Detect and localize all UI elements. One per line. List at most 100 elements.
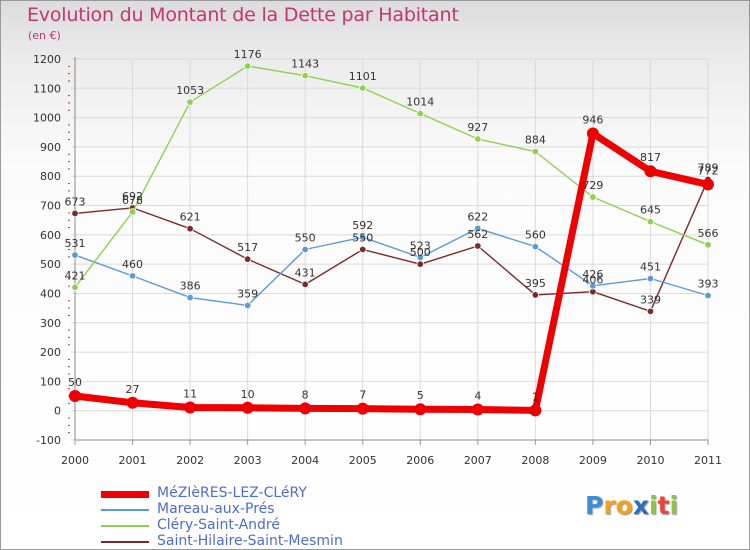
y-tick-label: 1000 [33,112,61,125]
data-point [299,402,312,415]
data-label: 7 [359,389,366,402]
x-tick-label: 2010 [636,454,664,467]
data-point [474,242,482,250]
series-line [74,178,709,313]
y-tick-label: 900 [40,141,61,154]
data-label: 339 [640,293,661,306]
legend-swatch [101,525,149,527]
logo-letter: r [603,491,616,520]
data-point [243,255,252,263]
data-point [416,109,424,118]
data-point [416,260,424,268]
data-label: 10 [241,388,255,401]
data-point [416,253,424,262]
legend-swatch [101,541,149,543]
data-point [356,402,369,415]
x-tick-label: 2000 [61,454,89,467]
data-label: 431 [295,266,316,279]
x-tick-label: 2004 [291,454,319,467]
data-label: 531 [65,237,86,250]
legend-label: Mareau-aux-Prés [157,501,275,517]
data-point [474,135,482,143]
legend-label: MéZIèRES-LEZ-CLéRY [157,485,307,501]
series-saint-hilaire-saint-mesmin [71,175,712,316]
proxiti-logo: Proxiti [585,491,678,520]
y-tick-label: 500 [40,258,61,271]
series-layer [69,62,714,417]
x-tick-label: 2001 [119,454,147,467]
y-tick-label: 600 [40,229,61,242]
logo-letter: i [669,491,679,520]
data-label: 1 [532,390,539,403]
data-label: 27 [126,383,140,396]
data-label: 386 [180,280,201,293]
x-tick-label: 2006 [406,454,434,467]
data-point [301,280,309,289]
data-label: 50 [68,376,82,389]
data-point [644,165,657,178]
series-line [71,129,712,414]
data-point [531,147,540,156]
data-label: 550 [295,232,316,245]
data-point [186,98,194,106]
series-m-zi-res-lez-cl-ry [69,127,714,417]
data-point [359,233,367,241]
x-tick-label: 2002 [176,454,204,467]
data-point [69,390,81,403]
data-point [529,404,542,417]
data-point [243,62,252,70]
data-label: 560 [525,229,546,242]
data-label: 359 [237,287,258,300]
data-label: 673 [65,195,86,208]
x-tick-label: 2003 [234,454,262,467]
chart-title: Evolution du Montant de la Dette par Hab… [27,4,459,26]
data-label: 562 [467,228,488,241]
y-tick-label: 400 [40,287,61,300]
data-point [702,178,714,191]
data-label: 406 [582,274,603,287]
y-tick-label: 100 [40,375,61,388]
data-label: 621 [180,211,201,224]
x-tick-label: 2008 [521,454,549,467]
data-point [301,72,309,80]
data-point [71,209,79,218]
data-label: 421 [65,269,86,282]
series-line [74,65,709,289]
data-point [243,301,252,310]
legend-swatch [101,491,149,498]
data-point [128,208,137,216]
series-cl-ry-saint-andr- [71,62,712,292]
series-line [74,227,709,307]
data-label: 5 [417,389,424,402]
data-label: 566 [698,227,719,240]
data-label: 946 [582,113,603,126]
data-label: 729 [582,179,603,192]
legend-swatch [101,509,149,511]
data-label: 451 [640,261,661,274]
data-point [474,224,482,233]
data-label: 927 [467,121,488,134]
data-label: 517 [237,241,258,254]
data-point [186,293,194,302]
data-label: 523 [410,239,431,252]
data-label: 1014 [406,96,434,109]
x-tick-label: 2009 [579,454,607,467]
data-label: 592 [352,219,373,232]
data-label: 8 [302,388,309,401]
y-tick-label: 200 [40,346,61,359]
data-label: 678 [122,194,143,207]
logo-letter: t [657,491,670,520]
y-tick-label: -100 [36,434,61,447]
data-point [646,217,655,226]
data-point [241,401,254,414]
data-point [126,396,139,409]
chart-unit-label: (en €) [28,29,61,42]
data-label: 817 [640,151,661,164]
logo-letter: i [649,491,658,520]
legend-label: Saint-Hilaire-Saint-Mesmin [157,533,343,549]
data-point [186,224,194,233]
axes: -100 0 100 200 300 400 500 600 700 800 900 1000 1100… [33,53,722,467]
y-tick-label: 800 [40,170,61,183]
